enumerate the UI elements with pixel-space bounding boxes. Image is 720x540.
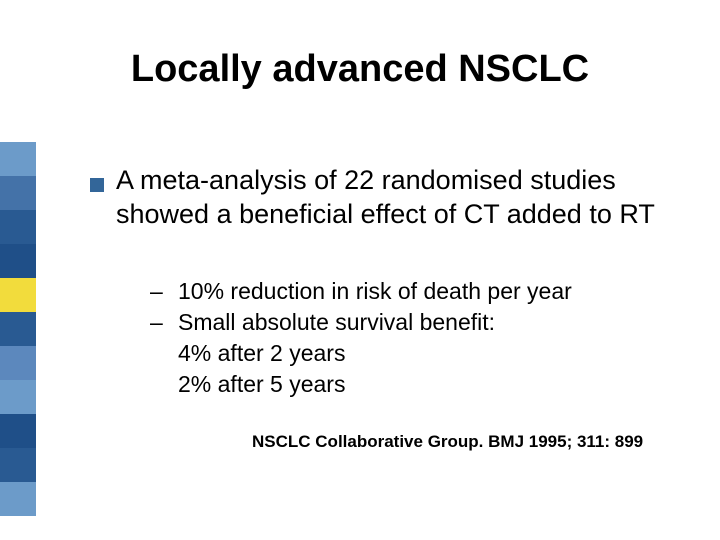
sidebar-block (0, 414, 36, 448)
sub-item: 2% after 5 years (150, 369, 670, 400)
sub-bullet-list: – 10% reduction in risk of death per yea… (150, 276, 670, 400)
sidebar-block (0, 176, 36, 210)
dash-icon: – (150, 307, 178, 338)
sidebar-block (0, 380, 36, 414)
main-bullet-text: A meta-analysis of 22 randomised studies… (116, 164, 666, 232)
sub-item: 4% after 2 years (150, 338, 670, 369)
sidebar-block (0, 346, 36, 380)
citation-text: NSCLC Collaborative Group. BMJ 1995; 311… (252, 432, 682, 452)
sub-item-text: 4% after 2 years (178, 338, 345, 369)
sub-item: – Small absolute survival benefit: (150, 307, 670, 338)
dash-icon: – (150, 276, 178, 307)
sidebar-block (0, 142, 36, 176)
slide-title: Locally advanced NSCLC (0, 48, 720, 91)
sidebar-block (0, 210, 36, 244)
sidebar-block (0, 312, 36, 346)
sub-item-text: 2% after 5 years (178, 369, 345, 400)
sub-item-text: Small absolute survival benefit: (178, 307, 495, 338)
sub-item: – 10% reduction in risk of death per yea… (150, 276, 670, 307)
sub-item-text: 10% reduction in risk of death per year (178, 276, 572, 307)
sidebar-block (0, 448, 36, 482)
slide: Locally advanced NSCLC A meta-analysis o… (0, 0, 720, 540)
sidebar-decoration (0, 142, 36, 516)
sidebar-block (0, 482, 36, 516)
bullet-square-icon (90, 178, 104, 192)
sidebar-block (0, 244, 36, 278)
sidebar-block (0, 278, 36, 312)
